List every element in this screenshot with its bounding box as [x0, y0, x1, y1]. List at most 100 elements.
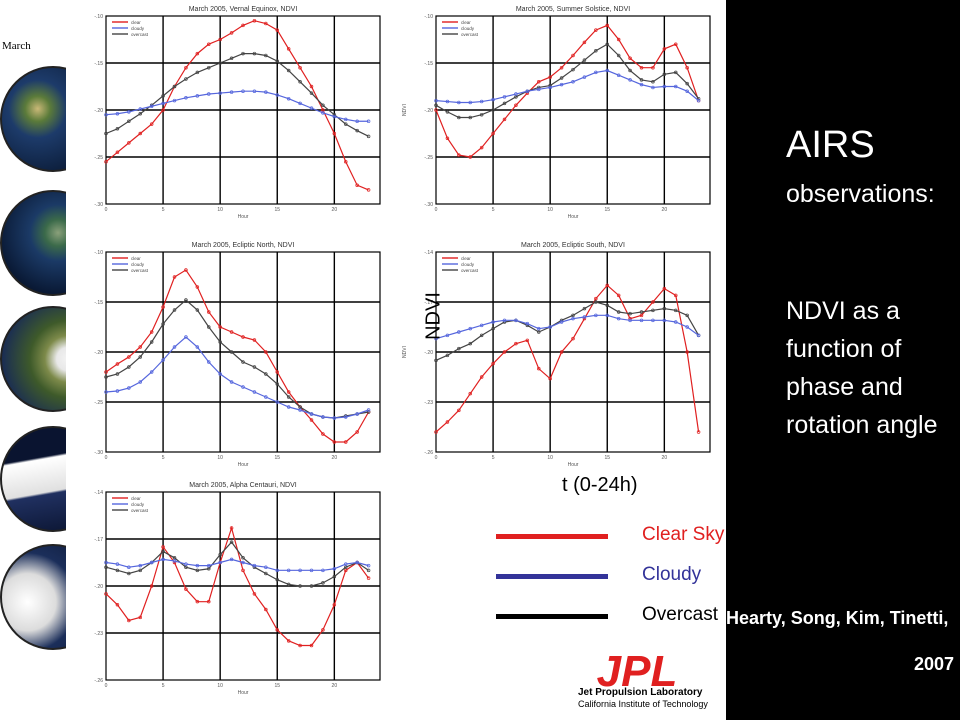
series-point-cloudy	[662, 84, 667, 89]
series-point-clear	[127, 355, 131, 359]
series-point-overcast	[491, 108, 495, 112]
mini-legend-label-overcast: overcast	[461, 268, 479, 273]
series-point-clear	[275, 370, 280, 374]
series-point-cloudy	[104, 560, 108, 565]
series-point-overcast	[445, 110, 450, 114]
right-panel	[726, 0, 960, 720]
series-point-overcast	[241, 556, 245, 560]
series-point-clear	[605, 283, 610, 288]
series-point-cloudy	[514, 92, 518, 96]
series-point-clear	[104, 370, 108, 374]
series-point-cloudy	[366, 563, 371, 568]
globe-5	[0, 544, 66, 650]
series-point-cloudy	[149, 370, 154, 374]
series-point-cloudy	[207, 92, 211, 96]
series-point-overcast	[184, 298, 188, 302]
series-point-clear	[332, 440, 337, 444]
globe-column: March	[0, 0, 66, 720]
series-point-clear	[195, 599, 200, 604]
x-tick-label: 5	[492, 207, 495, 213]
series-point-overcast	[241, 51, 245, 56]
series-point-overcast	[309, 91, 314, 95]
series-point-overcast	[172, 308, 177, 312]
y-tick-label: -.30	[94, 450, 103, 456]
series-point-cloudy	[616, 316, 621, 321]
series-line-cloudy	[435, 314, 699, 340]
series-point-cloudy	[525, 321, 530, 326]
series-point-clear	[616, 37, 621, 42]
series-point-overcast	[229, 350, 234, 354]
series-point-cloudy	[685, 89, 689, 93]
series-point-cloudy	[594, 70, 598, 75]
series-point-cloudy	[548, 85, 552, 90]
series-point-cloudy	[104, 390, 108, 394]
chart-title: March 2005, Ecliptic South, NDVI	[521, 242, 625, 249]
series-point-clear	[195, 285, 200, 289]
series-point-overcast	[434, 103, 438, 108]
series-point-clear	[445, 136, 450, 140]
series-point-overcast	[195, 70, 200, 75]
series-point-overcast	[286, 395, 291, 399]
x-axis-label: Hour	[568, 462, 579, 468]
series-point-clear	[525, 338, 530, 343]
series-point-overcast	[184, 77, 188, 81]
y-tick-label: -.10	[94, 14, 103, 20]
series-point-clear	[366, 188, 371, 192]
y-tick-label: -.20	[424, 350, 433, 356]
series-point-overcast	[195, 568, 200, 573]
series-point-cloudy	[104, 112, 108, 117]
series-point-cloudy	[264, 395, 268, 399]
series-point-clear	[184, 268, 188, 272]
y-tick-label: -.20	[94, 350, 103, 356]
chart-title: March 2005, Summer Solstice, NDVI	[516, 6, 630, 13]
series-point-overcast	[229, 56, 234, 61]
series-point-clear	[184, 65, 188, 70]
chart-vernal-equinox: March 2005, Vernal Equinox, NDVI -.30 -.25…	[94, 6, 381, 220]
series-point-clear	[639, 65, 644, 70]
series-point-overcast	[468, 115, 472, 120]
series-point-cloudy	[582, 75, 587, 79]
mini-legend-label-clear: clear	[461, 256, 471, 261]
series-point-cloudy	[229, 557, 234, 562]
series-point-cloudy	[332, 114, 337, 119]
series-point-clear	[207, 42, 211, 46]
series-point-cloudy	[605, 68, 610, 73]
series-line-cloudy	[435, 69, 699, 104]
series-point-clear	[138, 345, 142, 349]
series-point-cloudy	[229, 90, 234, 94]
series-point-clear	[548, 75, 552, 79]
x-tick-label: 5	[162, 207, 165, 213]
series-point-clear	[161, 305, 165, 309]
series-point-cloudy	[241, 89, 245, 93]
series-point-cloudy	[195, 345, 200, 349]
series-point-clear	[309, 418, 314, 422]
series-point-clear	[491, 361, 495, 366]
series-point-clear	[138, 131, 142, 136]
series-point-clear	[594, 28, 598, 32]
series-point-clear	[241, 23, 245, 28]
series-point-cloudy	[138, 380, 142, 384]
series-point-cloudy	[628, 78, 632, 82]
series-point-overcast	[479, 333, 484, 338]
legend-label-cloudy: Cloudy	[642, 564, 702, 585]
globe-4	[0, 426, 66, 532]
series-point-cloudy	[195, 94, 200, 98]
series-point-cloudy	[605, 313, 610, 318]
globe-2	[0, 190, 66, 296]
series-point-clear	[344, 440, 348, 444]
series-point-overcast	[298, 584, 302, 588]
jpl-logo-text: JPL	[597, 650, 678, 690]
series-point-clear	[252, 338, 257, 342]
series-point-clear	[662, 47, 667, 51]
mini-legend-label-cloudy: cloudy	[461, 262, 475, 267]
series-point-cloudy	[674, 84, 678, 89]
series-point-clear	[115, 150, 120, 155]
series-point-cloudy	[332, 416, 337, 420]
x-tick-label: 15	[274, 207, 280, 213]
x-tick-label: 0	[105, 455, 108, 461]
series-point-overcast	[605, 303, 610, 308]
series-point-overcast	[286, 68, 291, 73]
series-point-cloudy	[241, 385, 245, 389]
description: NDVI as a function of phase and rotation…	[786, 297, 938, 439]
x-tick-label: 0	[435, 207, 438, 213]
